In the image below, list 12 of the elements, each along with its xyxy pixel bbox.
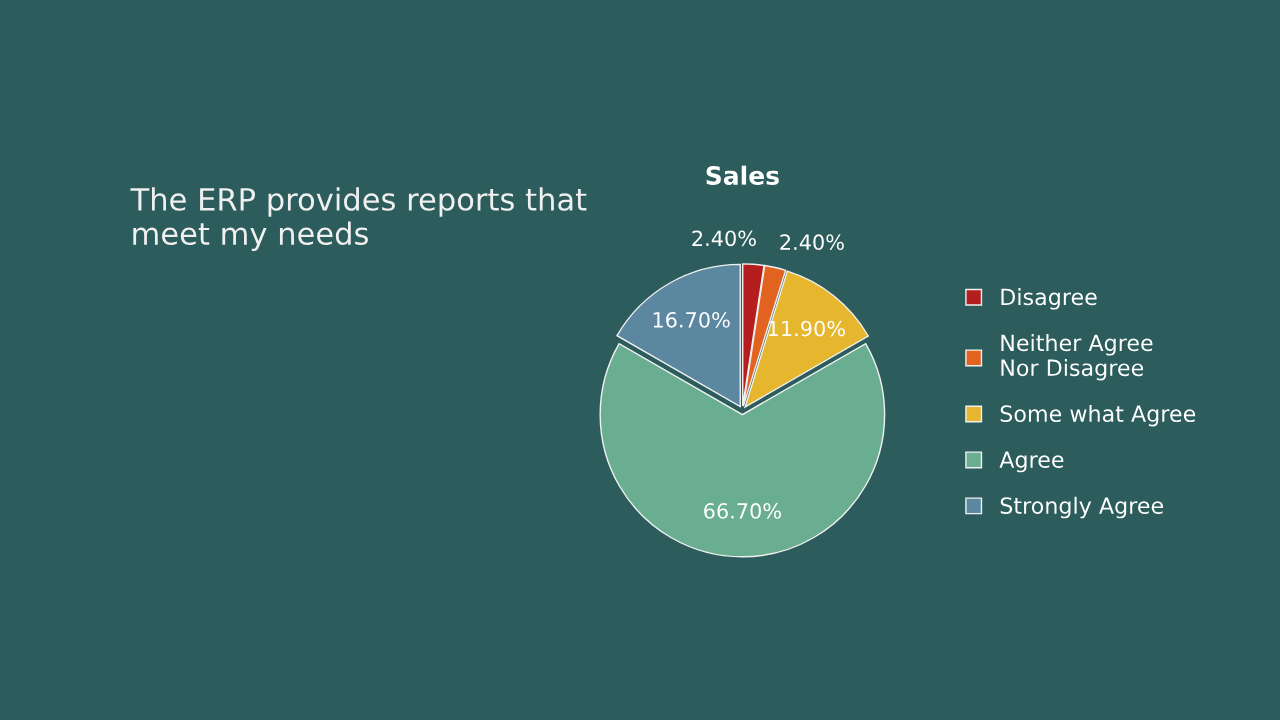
data-label: 2.40% [692,230,756,247]
legend-label: Neither Agree Nor Disagree [1001,334,1153,381]
chart-title: Sales [706,165,779,185]
data-label: 11.90% [768,320,845,337]
legend-label: Disagree [1001,288,1097,310]
legend-label: Strongly Agree [1000,496,1163,519]
legend-label: Some what Agree [1000,404,1196,427]
data-label: 66.70% [704,503,781,519]
text: The ERP provides reports that meet my needs [130,187,587,251]
data-label: 2.40% [780,234,844,251]
legend-label: Agree [999,451,1064,473]
data-label: 16.70% [653,311,730,328]
